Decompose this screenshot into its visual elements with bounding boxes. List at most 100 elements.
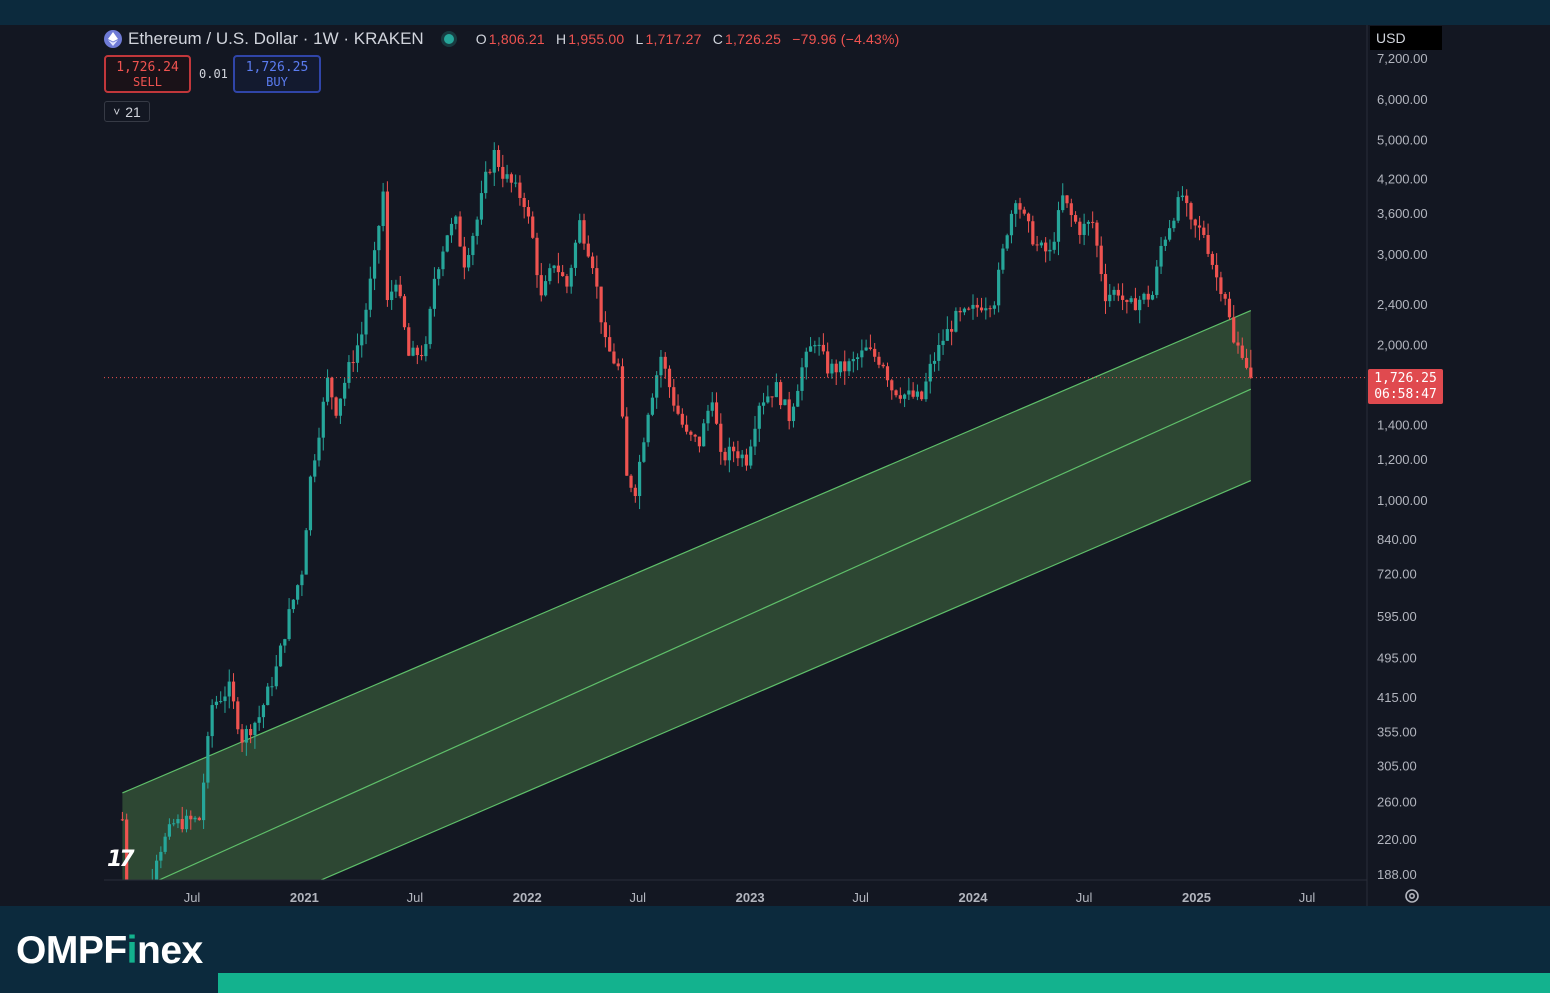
- candle-body: [843, 361, 847, 372]
- candle-body: [774, 382, 778, 398]
- candle-body: [360, 334, 364, 346]
- y-tick-label: 720.00: [1377, 566, 1417, 581]
- candle-body: [197, 817, 201, 821]
- candle-body: [569, 267, 573, 287]
- candle-body: [749, 446, 753, 466]
- candle-body: [296, 585, 300, 600]
- candle-body: [1048, 249, 1052, 252]
- buy-button[interactable]: 1,726.25 BUY: [233, 55, 321, 93]
- candle-body: [864, 347, 868, 351]
- candle-body: [680, 413, 684, 425]
- candle-body: [838, 361, 843, 373]
- y-tick-label: 6,000.00: [1377, 92, 1428, 107]
- candle-body: [890, 380, 894, 391]
- candle-body: [941, 340, 945, 345]
- candle-body: [761, 402, 766, 406]
- candle-body: [1168, 228, 1172, 240]
- candle-body: [783, 399, 787, 406]
- candle-body: [424, 344, 428, 357]
- indicators-toggle[interactable]: ˅ 21: [104, 101, 150, 122]
- candle-body: [1056, 210, 1061, 242]
- candle-body: [646, 414, 650, 443]
- candle-body: [488, 171, 492, 173]
- candle-body: [676, 405, 680, 414]
- candle-body: [304, 530, 308, 575]
- symbol-legend[interactable]: Ethereum / U.S. Dollar · 1W · KRAKEN O 1,…: [104, 28, 907, 50]
- candle-body: [1244, 357, 1249, 368]
- candle-body: [1103, 274, 1108, 302]
- candle-body: [180, 819, 184, 830]
- candle-body: [967, 308, 971, 310]
- y-tick-label: 1,400.00: [1377, 418, 1428, 433]
- price-chart[interactable]: 7,200.00 6,000.00 5,000.00 4,200.00 3,600.00…: [0, 25, 1550, 906]
- x-tick-label: 2024: [959, 890, 989, 905]
- candle-body: [826, 351, 830, 374]
- currency-selector[interactable]: USD: [1370, 26, 1442, 50]
- candle-body: [659, 356, 663, 376]
- candle-body: [1159, 245, 1163, 267]
- candle-body: [573, 242, 578, 268]
- candle-body: [151, 881, 154, 892]
- candle-body: [411, 347, 415, 356]
- candle-body: [868, 347, 873, 349]
- open-label: O: [475, 31, 487, 47]
- candle-body: [398, 284, 402, 297]
- candle-body: [428, 308, 432, 345]
- brand-part-2: i: [126, 929, 138, 972]
- candle-body: [454, 216, 458, 224]
- x-tick-label: Jul: [184, 890, 201, 905]
- sell-button[interactable]: 1,726.24 SELL: [104, 55, 191, 93]
- candle-body: [522, 197, 526, 208]
- candle-body: [355, 345, 360, 363]
- symbol-title[interactable]: Ethereum / U.S. Dollar · 1W · KRAKEN: [128, 29, 424, 48]
- candle-body: [287, 609, 291, 640]
- candle-body: [1108, 294, 1112, 302]
- candle-body: [997, 269, 1001, 306]
- candle-body: [920, 391, 924, 400]
- candle-body: [847, 361, 851, 372]
- candle-body: [210, 705, 214, 737]
- candle-body: [1210, 253, 1214, 265]
- tradingview-logo-icon[interactable]: 17: [107, 847, 135, 872]
- brand-part-1: OMPF: [16, 929, 127, 972]
- candle-body: [518, 182, 522, 198]
- candle-body: [1095, 222, 1099, 246]
- low-value: 1,717.27: [645, 31, 702, 47]
- candle-body: [338, 398, 342, 416]
- candle-body: [719, 423, 723, 452]
- candle-body: [1189, 203, 1193, 220]
- candle-body: [603, 322, 607, 338]
- regression-channel: [122, 309, 1252, 880]
- candle-body: [244, 729, 248, 743]
- change-value: −79.96 (−4.43%): [792, 31, 900, 47]
- candle-body: [501, 166, 505, 179]
- candle-body: [385, 191, 389, 301]
- candle-body: [514, 182, 518, 184]
- candle-body: [236, 701, 240, 730]
- candle-body: [364, 309, 368, 335]
- candle-body: [685, 424, 689, 432]
- candle-body: [1163, 239, 1167, 246]
- candle-body: [950, 329, 954, 332]
- y-tick-label: 260.00: [1377, 794, 1417, 809]
- candle-body: [1227, 298, 1232, 318]
- settings-gear-icon[interactable]: [1403, 887, 1421, 905]
- axes: 7,200.00 6,000.00 5,000.00 4,200.00 3,600.00…: [104, 25, 1428, 906]
- candle-body: [740, 454, 744, 459]
- candle-body: [202, 782, 206, 821]
- y-tick-label: 188.00: [1377, 867, 1417, 882]
- candle-body: [509, 174, 513, 183]
- candle-body: [1138, 299, 1142, 311]
- close-label: C: [712, 31, 724, 47]
- candle-body: [163, 836, 167, 852]
- candle-body: [462, 246, 466, 268]
- candle-body: [821, 344, 825, 352]
- candle-body: [223, 696, 227, 702]
- candle-body: [1018, 203, 1022, 210]
- last-price-label: 1,726.25 06:58:47: [1368, 369, 1443, 404]
- candle-body: [979, 307, 984, 311]
- candle-body: [206, 736, 210, 783]
- y-tick-label: 220.00: [1377, 832, 1417, 847]
- candle-body: [1215, 264, 1219, 278]
- candle-body: [249, 729, 253, 736]
